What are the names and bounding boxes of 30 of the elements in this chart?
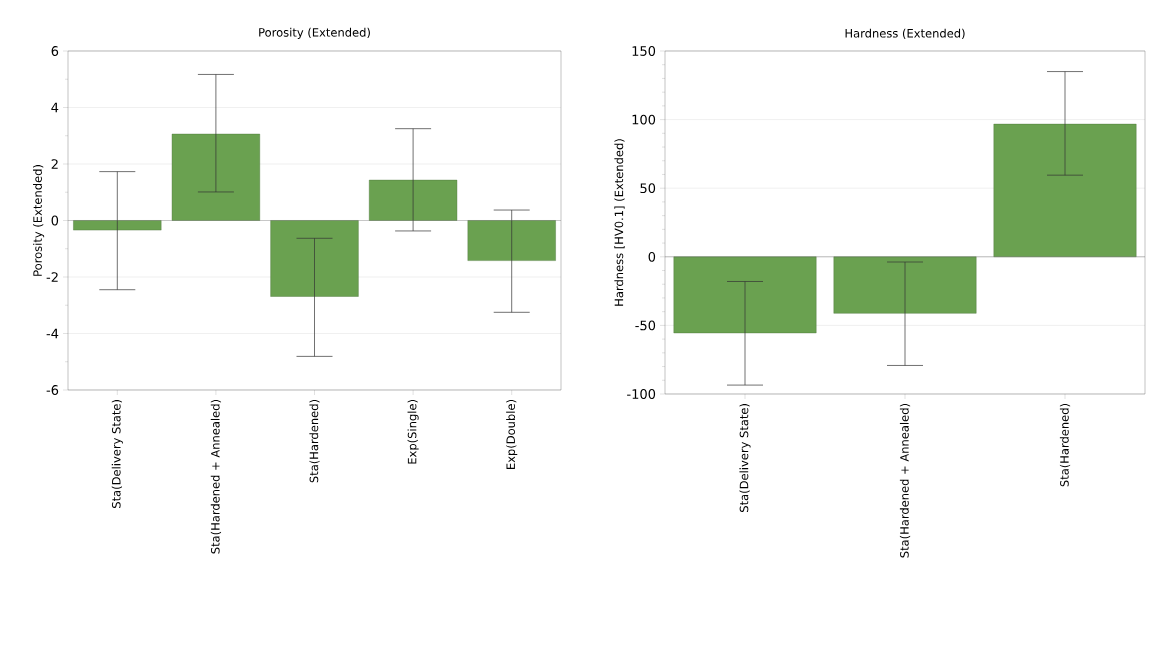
bar	[73, 220, 162, 231]
y-tick-label: -2	[46, 272, 58, 282]
x-tick-label: Sta(Hardened + Annealed)	[899, 404, 911, 558]
y-tick-label: 0	[51, 215, 59, 226]
y-tick-label: -100	[627, 389, 656, 399]
y-tick-label: 4	[51, 102, 59, 113]
x-tick-label: Sta(Hardened)	[1059, 404, 1071, 487]
y-tick-label: -50	[635, 320, 656, 331]
bar	[270, 220, 359, 297]
y-tick-label: 6	[51, 46, 59, 56]
y-tick-label: 0	[648, 251, 656, 262]
y-tick-label: 100	[632, 114, 656, 125]
x-tick-label: Exp(Double)	[506, 400, 518, 469]
y-tick-label: -6	[46, 385, 59, 395]
y-tick-label: 150	[632, 46, 656, 56]
y-axis-title: Porosity (Extended)	[33, 165, 45, 276]
chart-title: Porosity (Extended)	[259, 27, 370, 39]
x-tick-label: Sta(Hardened)	[309, 400, 320, 483]
y-tick-label: 50	[640, 183, 656, 194]
bar	[467, 220, 556, 261]
y-tick-label: 2	[51, 159, 58, 169]
bar	[171, 133, 260, 221]
bar	[369, 179, 458, 221]
x-tick-label: Exp(Single)	[407, 400, 419, 464]
y-axis-title: Hardness [HV0.1] (Extended)	[614, 139, 625, 306]
y-tick-label: -4	[46, 328, 59, 339]
x-tick-label: Sta(Delivery State)	[739, 404, 751, 512]
chart-title: Hardness (Extended)	[845, 28, 965, 39]
x-tick-label: Sta(Delivery State)	[111, 400, 123, 508]
x-tick-label: Sta(Hardened + Annealed)	[210, 400, 222, 554]
